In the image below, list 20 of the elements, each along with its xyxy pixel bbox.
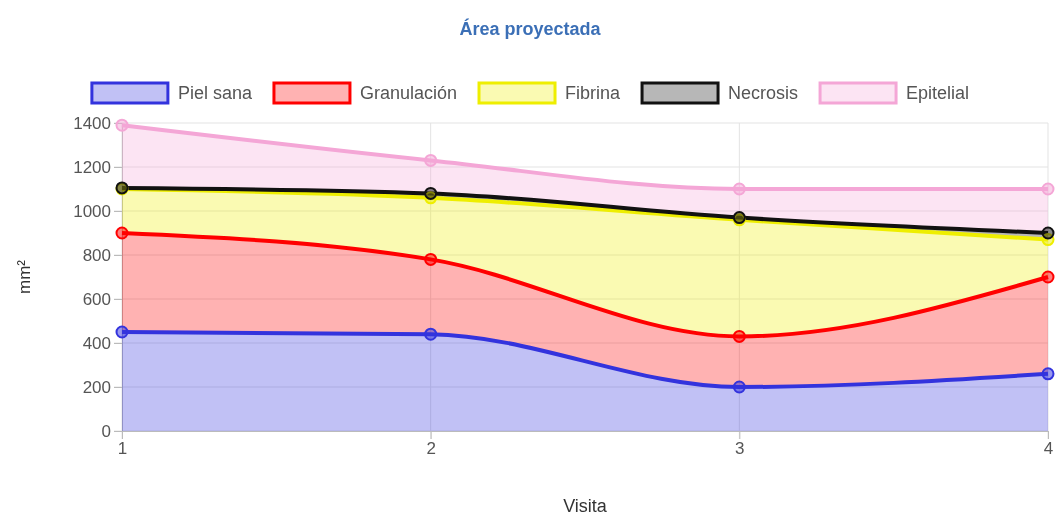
- legend-label: Necrosis: [728, 83, 799, 103]
- x-tick-label: 3: [735, 439, 745, 459]
- y-tick-label: 200: [82, 377, 111, 397]
- y-tick-label: 1000: [73, 201, 111, 221]
- y-tick-label: 1200: [73, 157, 111, 177]
- chart-title: Área proyectada: [459, 18, 602, 39]
- y-tick-label: 400: [82, 333, 111, 353]
- legend-label: Epitelial: [906, 83, 970, 103]
- legend-label: Fibrina: [565, 83, 622, 103]
- y-tick-label: 800: [82, 245, 111, 265]
- legend-label: Granulación: [359, 83, 458, 103]
- y-axis-title: mm²: [15, 259, 34, 294]
- x-tick-label: 1: [117, 439, 128, 459]
- x-tick-label: 2: [426, 439, 436, 459]
- legend-label: Piel sana: [177, 83, 253, 103]
- y-tick-label: 1400: [73, 113, 111, 133]
- y-tick-label: 600: [82, 289, 111, 309]
- x-tick-label: 4: [1043, 439, 1054, 459]
- x-axis-title: Visita: [563, 496, 608, 516]
- y-tick-label: 0: [101, 421, 111, 441]
